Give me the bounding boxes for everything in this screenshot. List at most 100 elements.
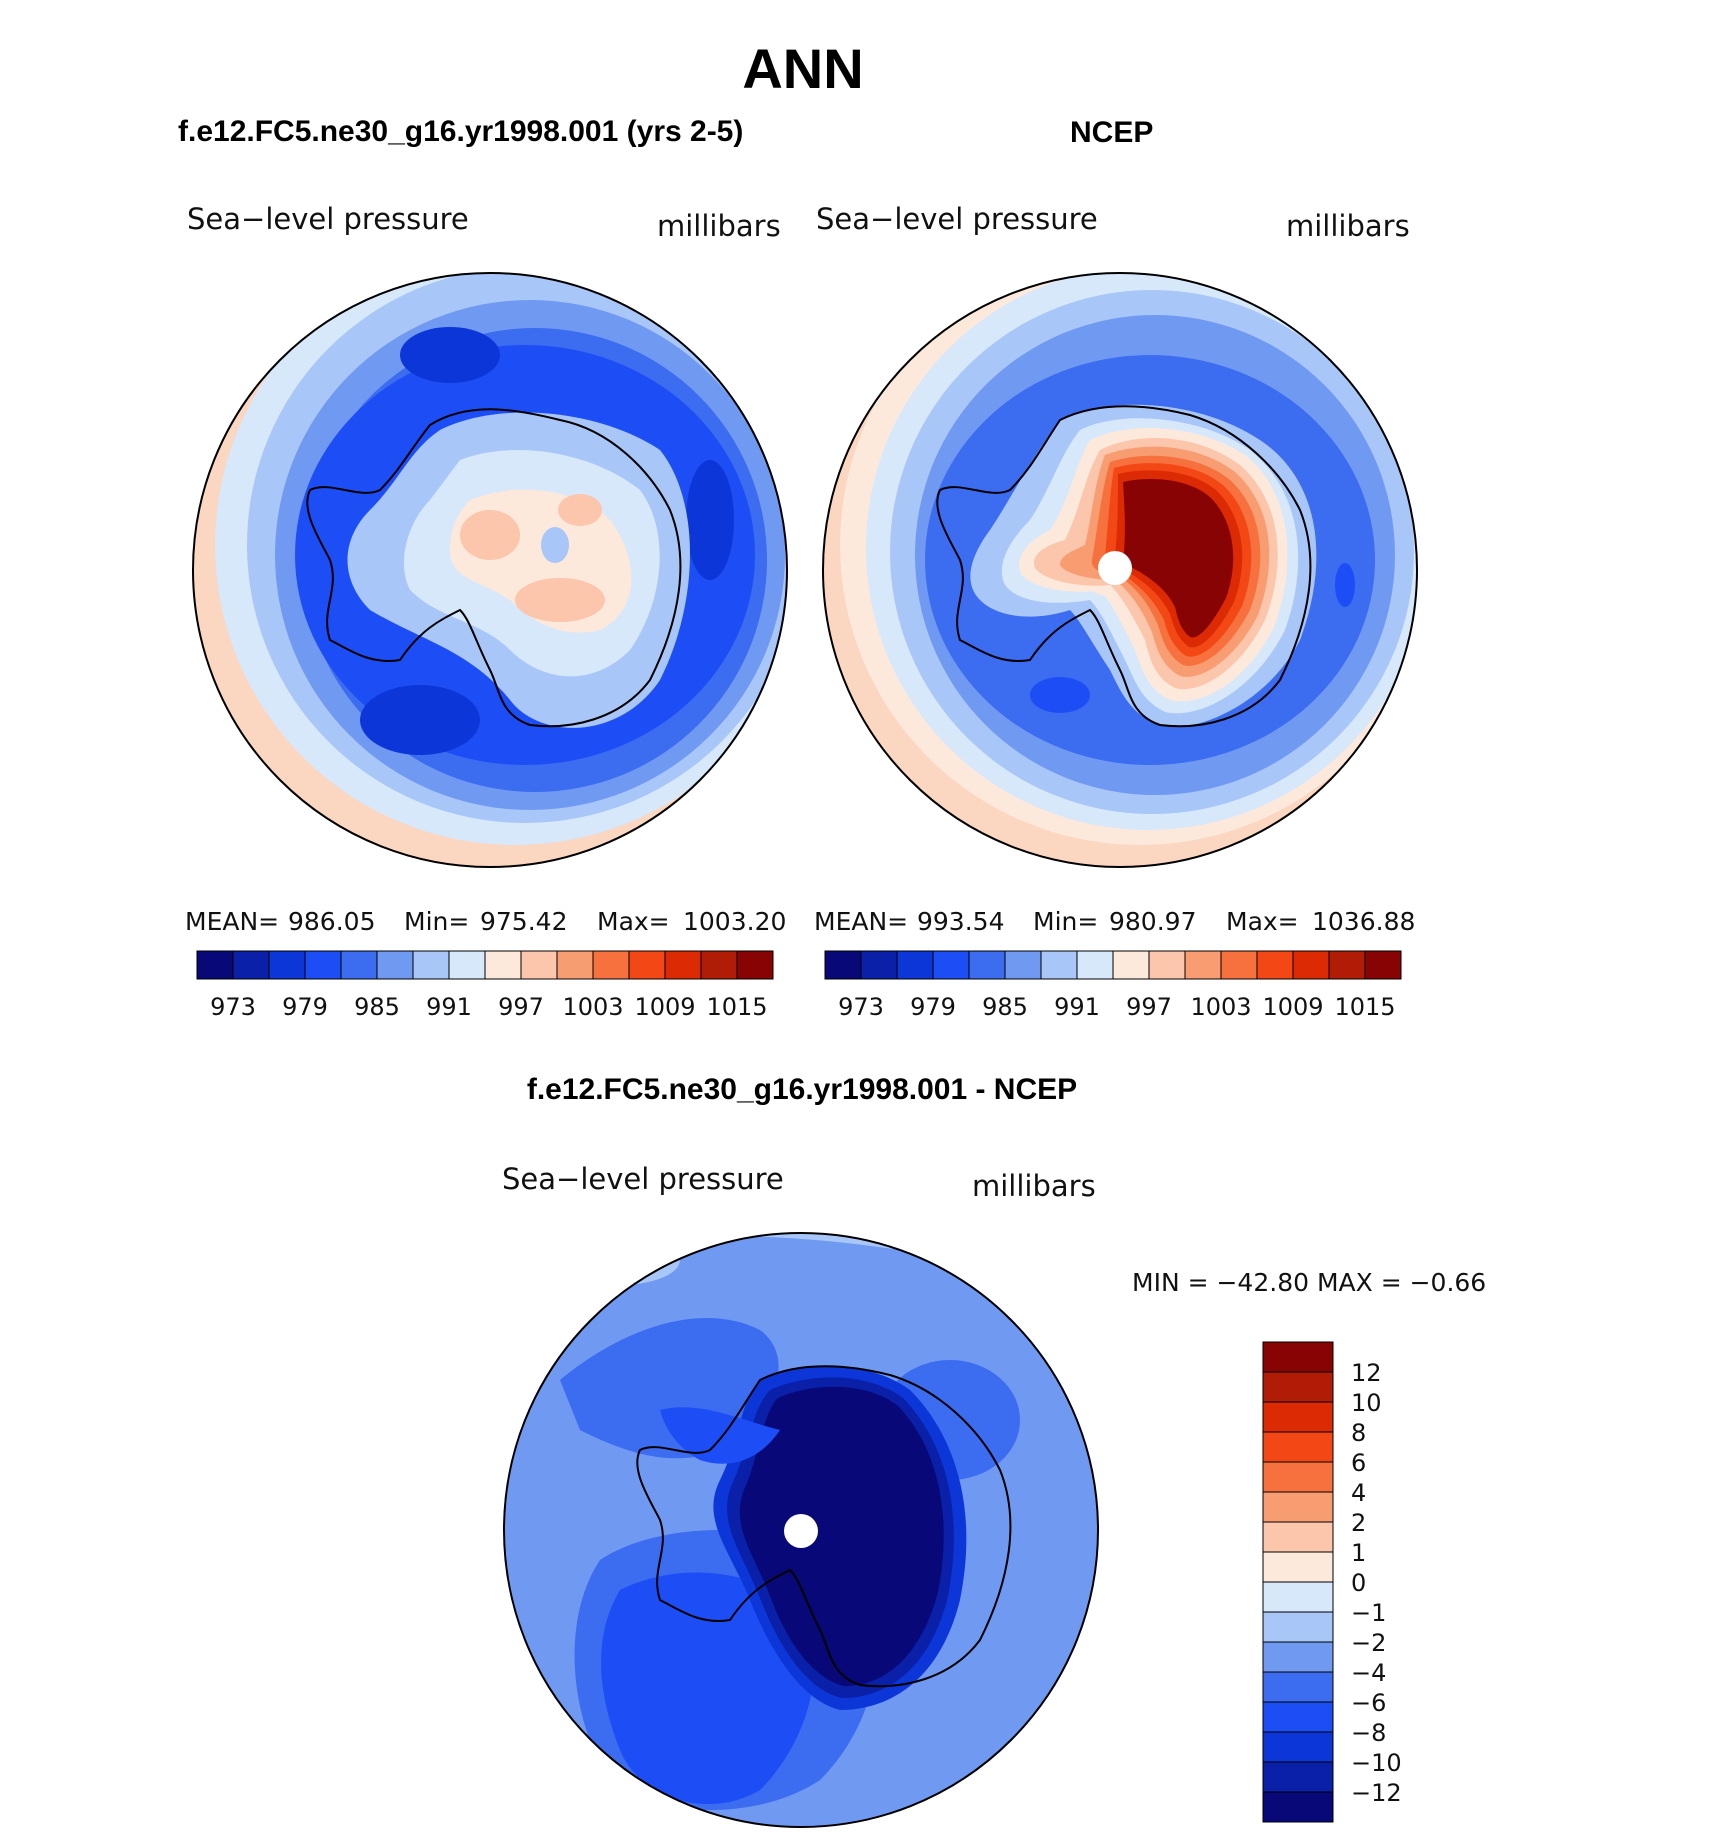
diff-colorbar-tick-label: 0 <box>1351 1569 1366 1597</box>
diff-colorbar-box-8 <box>1262 1581 1334 1613</box>
ncep-colorbar-box-12 <box>1256 950 1294 980</box>
model-high-1 <box>460 510 520 560</box>
ncep-mean-value: 993.54 <box>917 907 1004 936</box>
ncep-colorbar-box-5 <box>1004 950 1042 980</box>
ncep-colorbar-box-7 <box>1076 950 1114 980</box>
diff-colorbar-tick-label: 1 <box>1351 1539 1366 1567</box>
ncep-colorbar-box-3 <box>932 950 970 980</box>
panel-ncep-units: millibars <box>1286 209 1410 243</box>
diff-colorbar-tick-label: −4 <box>1351 1659 1386 1687</box>
panel-model-units: millibars <box>657 209 781 243</box>
ncep-colorbar-tick-label: 1003 <box>1190 993 1251 1021</box>
model-colorbar-tick-label: 985 <box>354 993 400 1021</box>
diff-colorbar-box-3 <box>1262 1431 1334 1463</box>
model-min-value: 975.42 <box>480 907 567 936</box>
diff-colorbar-box-13 <box>1262 1731 1334 1763</box>
panel-diff-variable: Sea−level pressure <box>502 1162 784 1196</box>
diff-colorbar-box-4 <box>1262 1461 1334 1493</box>
ncep-colorbar-tick-label: 973 <box>838 993 884 1021</box>
ncep-colorbar-box-13 <box>1292 950 1330 980</box>
model-colorbar-box-10 <box>556 950 594 980</box>
model-dome-dip <box>541 527 569 563</box>
diff-band-minus8-west <box>660 1407 780 1464</box>
ncep-colorbar-box-11 <box>1220 950 1258 980</box>
diff-colorbar-box-2 <box>1262 1401 1334 1433</box>
model-high-2 <box>558 494 602 526</box>
ncep-colorbar-tick-label: 997 <box>1126 993 1172 1021</box>
model-colorbar-box-3 <box>304 950 342 980</box>
ncep-coastline <box>936 405 1312 728</box>
ncep-colorbar-box-6 <box>1040 950 1078 980</box>
model-coastline <box>306 408 682 728</box>
diff-colorbar-tick-label: −12 <box>1351 1779 1402 1807</box>
diff-colorbar-tick-label: −6 <box>1351 1689 1386 1717</box>
diff-colorbar-tick-label: −1 <box>1351 1599 1386 1627</box>
main-title: ANN <box>742 37 863 100</box>
model-mean-value: 986.05 <box>288 907 375 936</box>
ncep-high-core <box>1123 478 1234 638</box>
diff-colorbar-box-11 <box>1262 1671 1334 1703</box>
ncep-min-label: Min= <box>1033 907 1098 936</box>
ncep-colorbar-box-9 <box>1148 950 1186 980</box>
ncep-low-2 <box>1335 563 1355 607</box>
diff-colorbar-tick-label: −2 <box>1351 1629 1386 1657</box>
model-map-border <box>192 272 788 868</box>
model-colorbar-tick-label: 997 <box>498 993 544 1021</box>
diff-colorbar-tick-label: 2 <box>1351 1509 1366 1537</box>
ncep-mean-label: MEAN= <box>814 907 908 936</box>
diff-colorbar-box-10 <box>1262 1641 1334 1673</box>
model-low-west <box>360 685 480 755</box>
ncep-colorbar-box-15 <box>1364 950 1402 980</box>
ncep-colorbar-box-8 <box>1112 950 1150 980</box>
ncep-colorbar-tick-label: 1009 <box>1262 993 1323 1021</box>
model-colorbar: 973 979 985 991 997 1003 1009 1015 <box>196 950 774 1021</box>
diff-colorbar-box-9 <box>1262 1611 1334 1643</box>
model-colorbar-box-12 <box>628 950 666 980</box>
ncep-map-border <box>822 272 1418 868</box>
model-colorbar-box-14 <box>700 950 738 980</box>
model-colorbar-box-13 <box>664 950 702 980</box>
diff-colorbar-box-15 <box>1262 1791 1334 1823</box>
model-colorbar-tick-label: 1003 <box>562 993 623 1021</box>
ncep-pole-mask <box>1098 551 1132 585</box>
ncep-colorbar-box-4 <box>968 950 1006 980</box>
panel-model: f.e12.FC5.ne30_g16.yr1998.001 (yrs 2-5) … <box>178 115 788 1021</box>
panel-diff-title: f.e12.FC5.ne30_g16.yr1998.001 - NCEP <box>527 1073 1077 1106</box>
model-colorbar-tick-label: 1015 <box>706 993 767 1021</box>
model-colorbar-box-5 <box>376 950 414 980</box>
model-colorbar-tick-label: 973 <box>210 993 256 1021</box>
diff-colorbar-box-7 <box>1262 1551 1334 1583</box>
diff-colorbar-tick-label: 12 <box>1351 1359 1382 1387</box>
ncep-colorbar-box-0 <box>824 950 862 980</box>
model-colorbar-box-4 <box>340 950 378 980</box>
diff-colorbar-box-0 <box>1262 1341 1334 1373</box>
ncep-colorbar-tick-label: 991 <box>1054 993 1100 1021</box>
diff-colorbar-tick-label: 6 <box>1351 1449 1366 1477</box>
model-colorbar-tick-label: 979 <box>282 993 328 1021</box>
model-colorbar-tick-label: 1009 <box>634 993 695 1021</box>
diff-coastline <box>636 1365 1012 1688</box>
model-max-value: 1003.20 <box>683 907 786 936</box>
model-min-label: Min= <box>404 907 469 936</box>
diff-colorbar-box-5 <box>1262 1491 1334 1523</box>
diff-band-minus2-nw <box>560 1235 680 1285</box>
model-colorbar-box-1 <box>232 950 270 980</box>
model-colorbar-box-0 <box>196 950 234 980</box>
ncep-colorbar-box-14 <box>1328 950 1366 980</box>
panel-ncep-variable: Sea−level pressure <box>816 202 1098 236</box>
model-colorbar-box-2 <box>268 950 306 980</box>
diff-colorbar-tick-label: −10 <box>1351 1749 1402 1777</box>
panel-model-map <box>193 273 787 867</box>
model-colorbar-tick-label: 991 <box>426 993 472 1021</box>
panel-model-title: f.e12.FC5.ne30_g16.yr1998.001 (yrs 2-5) <box>178 115 743 148</box>
diff-colorbar-box-12 <box>1262 1701 1334 1733</box>
panel-ncep-map <box>823 273 1417 867</box>
ncep-colorbar-tick-label: 985 <box>982 993 1028 1021</box>
diff-colorbar-box-14 <box>1262 1761 1334 1793</box>
model-colorbar-box-6 <box>412 950 450 980</box>
diff-colorbar-tick-label: −8 <box>1351 1719 1386 1747</box>
ncep-colorbar-box-10 <box>1184 950 1222 980</box>
model-colorbar-box-9 <box>520 950 558 980</box>
diff-pole-mask <box>784 1514 818 1548</box>
diff-core <box>739 1386 944 1686</box>
